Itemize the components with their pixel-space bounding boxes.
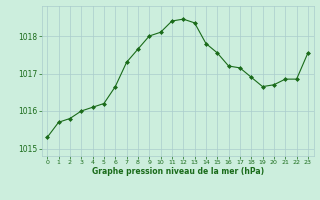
X-axis label: Graphe pression niveau de la mer (hPa): Graphe pression niveau de la mer (hPa) [92, 167, 264, 176]
